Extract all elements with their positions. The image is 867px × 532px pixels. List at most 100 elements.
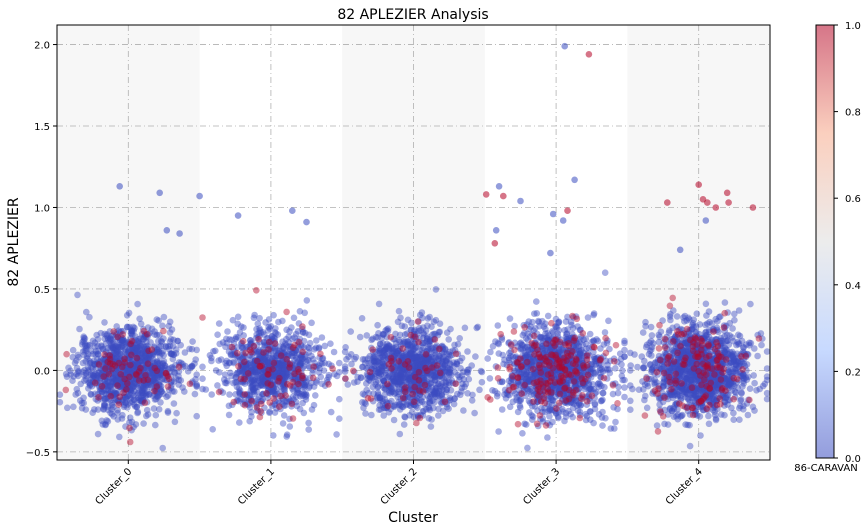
data-point [274,372,281,380]
data-point [250,388,258,395]
data-point [265,338,273,346]
data-point [102,348,110,356]
data-point [441,398,449,406]
data-point [561,384,569,392]
data-point [91,370,99,378]
data-point [141,375,149,382]
data-point [114,344,122,351]
data-point [143,338,150,346]
data-point [100,356,107,363]
data-point [328,362,335,370]
data-point [132,344,140,352]
data-point [143,372,150,379]
data-point [108,352,116,359]
data-point [97,380,104,387]
data-point [142,379,149,386]
data-point [109,343,117,351]
data-point [370,357,378,365]
data-point [258,375,266,383]
data-point [253,400,260,408]
data-point [126,386,133,394]
data-point [235,385,243,392]
data-point [642,392,649,400]
data-point [297,360,305,367]
data-point [170,378,178,385]
data-point [149,355,157,363]
data-point [102,355,109,363]
data-point [123,364,131,371]
data-point [283,431,291,439]
data-point [333,372,341,380]
data-point [277,352,284,360]
data-point [110,349,118,357]
data-point [239,369,247,376]
data-point [263,381,270,389]
data-point [98,383,105,390]
data-point [320,367,328,374]
data-point [165,346,173,353]
data-point [144,377,152,384]
data-point [160,352,167,359]
data-point [199,385,206,393]
data-point [94,372,101,379]
data-point [376,345,384,353]
data-point [114,364,122,372]
data-point [138,389,146,397]
data-point [563,330,570,338]
data-point [118,343,125,351]
data-point [443,357,450,365]
data-point [172,350,180,357]
data-point [252,287,260,294]
data-point [136,339,143,347]
data-point [555,319,563,326]
data-point [110,328,117,335]
data-point [91,379,99,387]
data-point [131,324,138,332]
data-point [121,383,129,391]
data-point [519,430,526,437]
data-point [283,308,290,316]
data-point [164,392,172,399]
data-point [143,377,150,384]
data-point [144,379,152,386]
data-point [169,355,177,363]
data-point [107,351,114,359]
data-point [253,331,260,338]
data-point [609,382,617,389]
data-point [158,350,165,357]
data-point [98,388,105,396]
data-point [486,375,494,382]
data-point [129,383,137,391]
data-point [342,375,349,382]
data-point [86,382,94,389]
data-point [153,346,161,354]
data-point [399,345,407,352]
data-point [525,349,532,357]
data-point [119,396,127,404]
data-point [119,337,127,344]
data-point [271,409,279,416]
data-point [130,364,137,371]
data-point [112,350,119,357]
data-point [224,377,231,385]
data-point [138,349,145,357]
data-point [114,397,122,405]
data-point [127,376,134,384]
data-point [86,379,94,387]
data-point [140,325,147,333]
data-point [621,346,628,354]
data-point [266,408,273,416]
data-point [97,395,104,402]
data-point [157,385,165,393]
data-point [143,376,150,384]
data-point [133,354,141,362]
data-point [128,328,136,335]
data-point [275,371,283,379]
data-point [153,348,161,356]
data-point [122,386,130,394]
data-point [269,336,276,343]
data-point [116,350,123,357]
data-point [543,340,550,348]
data-point [119,379,126,386]
data-point [97,372,105,379]
